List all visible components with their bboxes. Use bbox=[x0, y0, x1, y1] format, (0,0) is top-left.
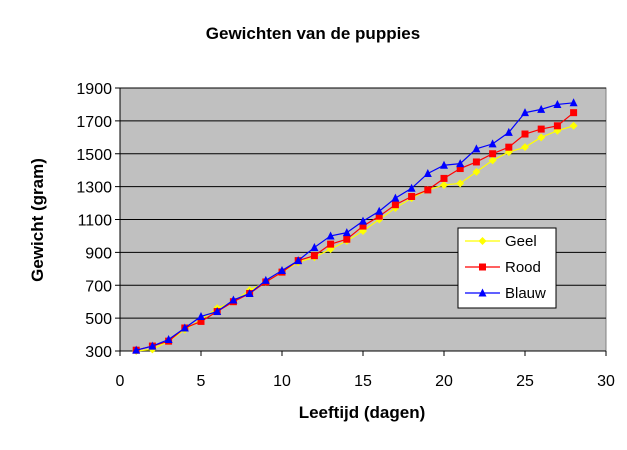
x-tick-label: 0 bbox=[116, 373, 125, 390]
data-point-blauw bbox=[132, 345, 141, 354]
data-point-rood bbox=[570, 109, 578, 117]
data-point-rood bbox=[408, 192, 416, 200]
data-point-blauw bbox=[504, 127, 513, 136]
data-point-blauw bbox=[180, 323, 189, 332]
data-point-blauw bbox=[229, 295, 238, 304]
data-point-rood bbox=[489, 150, 497, 158]
y-axis-title: Gewicht (gram) bbox=[28, 158, 47, 282]
y-tick-label: 1300 bbox=[76, 180, 112, 197]
data-point-geel bbox=[488, 156, 497, 165]
data-point-rood bbox=[197, 317, 205, 325]
data-point-rood bbox=[456, 165, 464, 173]
data-point-rood bbox=[424, 186, 432, 194]
data-point-blauw bbox=[456, 159, 465, 168]
data-point-blauw bbox=[278, 265, 286, 274]
y-tick-label: 700 bbox=[85, 278, 112, 295]
x-tick-label: 15 bbox=[354, 373, 372, 390]
data-point-blauw bbox=[359, 216, 367, 225]
data-point-rood bbox=[472, 158, 480, 166]
legend-item-rood: Rood bbox=[465, 259, 541, 276]
data-point-blauw bbox=[310, 242, 319, 251]
y-tick-label: 900 bbox=[85, 245, 112, 262]
y-tick-label: 1100 bbox=[78, 213, 113, 230]
data-point-blauw bbox=[164, 334, 173, 343]
data-point-rood bbox=[553, 122, 561, 130]
x-axis-title: Leeftijd (dagen) bbox=[299, 403, 426, 422]
data-point-rood bbox=[310, 252, 318, 260]
data-point-blauw bbox=[213, 307, 222, 316]
series-layer bbox=[132, 98, 578, 355]
data-point-blauw bbox=[553, 99, 562, 108]
data-point-geel bbox=[569, 121, 578, 130]
data-point-blauw bbox=[569, 98, 578, 107]
data-point-geel bbox=[472, 167, 481, 176]
y-tick-label: 1500 bbox=[76, 147, 112, 164]
legend-item-geel: Geel bbox=[465, 233, 537, 250]
y-tick-label: 1700 bbox=[76, 114, 112, 131]
data-point-blauw bbox=[472, 144, 481, 153]
x-tick-label: 10 bbox=[273, 373, 291, 390]
data-point-geel bbox=[456, 179, 465, 188]
legend-item-blauw: Blauw bbox=[465, 285, 546, 302]
data-point-rood bbox=[375, 212, 383, 220]
x-tick-label: 20 bbox=[435, 373, 453, 390]
data-point-blauw bbox=[537, 104, 546, 113]
data-point-rood bbox=[505, 143, 513, 151]
data-point-blauw bbox=[245, 288, 254, 297]
data-point-blauw bbox=[407, 183, 416, 192]
data-point-rood bbox=[391, 201, 399, 209]
data-point-blauw bbox=[342, 228, 351, 237]
data-point-blauw bbox=[488, 139, 497, 148]
data-point-blauw bbox=[391, 193, 400, 202]
data-point-rood bbox=[327, 240, 335, 248]
data-point-blauw bbox=[294, 256, 303, 265]
data-point-blauw bbox=[261, 275, 270, 284]
data-point-blauw bbox=[197, 311, 205, 320]
x-tick-label: 5 bbox=[197, 373, 206, 390]
axes: 300 500 700 900 1100 1300 1500 1700 1900 0 5 10 15 20… bbox=[76, 81, 615, 390]
series-line-blauw bbox=[136, 102, 574, 351]
data-point-blauw bbox=[148, 341, 157, 350]
series-blauw bbox=[132, 98, 578, 354]
legend-marker bbox=[479, 263, 486, 271]
y-tick-label: 500 bbox=[85, 311, 112, 328]
data-point-geel bbox=[521, 143, 529, 152]
data-point-rood bbox=[440, 174, 448, 182]
data-point-blauw bbox=[326, 231, 335, 240]
data-point-geel bbox=[440, 180, 448, 189]
data-point-rood bbox=[359, 222, 367, 230]
data-point-blauw bbox=[375, 206, 384, 215]
data-point-geel bbox=[537, 133, 546, 142]
legend-label: Blauw bbox=[505, 285, 546, 302]
x-tick-label: 30 bbox=[597, 373, 615, 390]
legend-label: Rood bbox=[505, 259, 541, 276]
y-tick-label: 300 bbox=[85, 344, 112, 361]
legend-marker bbox=[478, 288, 487, 297]
data-point-blauw bbox=[423, 168, 432, 177]
x-tick-label: 25 bbox=[516, 373, 534, 390]
series-line-rood bbox=[136, 112, 574, 351]
legend-marker bbox=[478, 237, 487, 245]
legend: Geel Rood Blauw bbox=[457, 227, 557, 309]
data-point-rood bbox=[343, 235, 351, 243]
data-point-blauw bbox=[521, 108, 529, 117]
data-point-rood bbox=[521, 130, 529, 138]
data-point-rood bbox=[537, 125, 545, 133]
y-tick-label: 1900 bbox=[76, 81, 112, 98]
legend-label: Geel bbox=[505, 233, 537, 250]
chart-title: Gewichten van de puppies bbox=[206, 24, 420, 43]
data-point-blauw bbox=[440, 160, 448, 169]
